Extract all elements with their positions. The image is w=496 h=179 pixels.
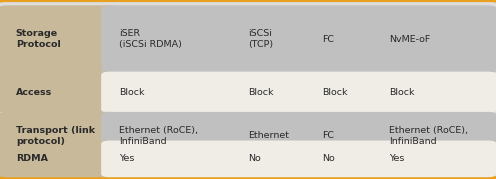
FancyBboxPatch shape	[0, 141, 119, 177]
Text: No: No	[248, 154, 261, 163]
Text: Ethernet: Ethernet	[248, 131, 289, 140]
Text: iSER
(iSCSi RDMA): iSER (iSCSi RDMA)	[119, 29, 182, 49]
Text: FC: FC	[322, 131, 334, 140]
FancyBboxPatch shape	[101, 5, 496, 73]
FancyBboxPatch shape	[101, 72, 496, 113]
Text: NvME-oF: NvME-oF	[389, 35, 431, 44]
FancyBboxPatch shape	[101, 141, 496, 177]
Text: Yes: Yes	[119, 154, 134, 163]
Text: FC: FC	[322, 35, 334, 44]
Text: Ethernet (RoCE),
InfiniBand: Ethernet (RoCE), InfiniBand	[389, 125, 468, 146]
Text: Yes: Yes	[389, 154, 405, 163]
Text: No: No	[322, 154, 335, 163]
Text: Block: Block	[248, 88, 273, 97]
Text: Access: Access	[16, 88, 52, 97]
Text: Block: Block	[389, 88, 415, 97]
FancyBboxPatch shape	[0, 72, 119, 113]
FancyBboxPatch shape	[101, 112, 496, 159]
FancyBboxPatch shape	[0, 5, 119, 73]
Text: Block: Block	[322, 88, 348, 97]
Text: Ethernet (RoCE),
InfiniBand: Ethernet (RoCE), InfiniBand	[119, 125, 198, 146]
Text: Storage
Protocol: Storage Protocol	[16, 29, 61, 49]
Text: Block: Block	[119, 88, 144, 97]
Text: RDMA: RDMA	[16, 154, 48, 163]
Text: iSCSi
(TCP): iSCSi (TCP)	[248, 29, 273, 49]
Text: Transport (link
protocol): Transport (link protocol)	[16, 125, 95, 146]
FancyBboxPatch shape	[0, 112, 119, 159]
